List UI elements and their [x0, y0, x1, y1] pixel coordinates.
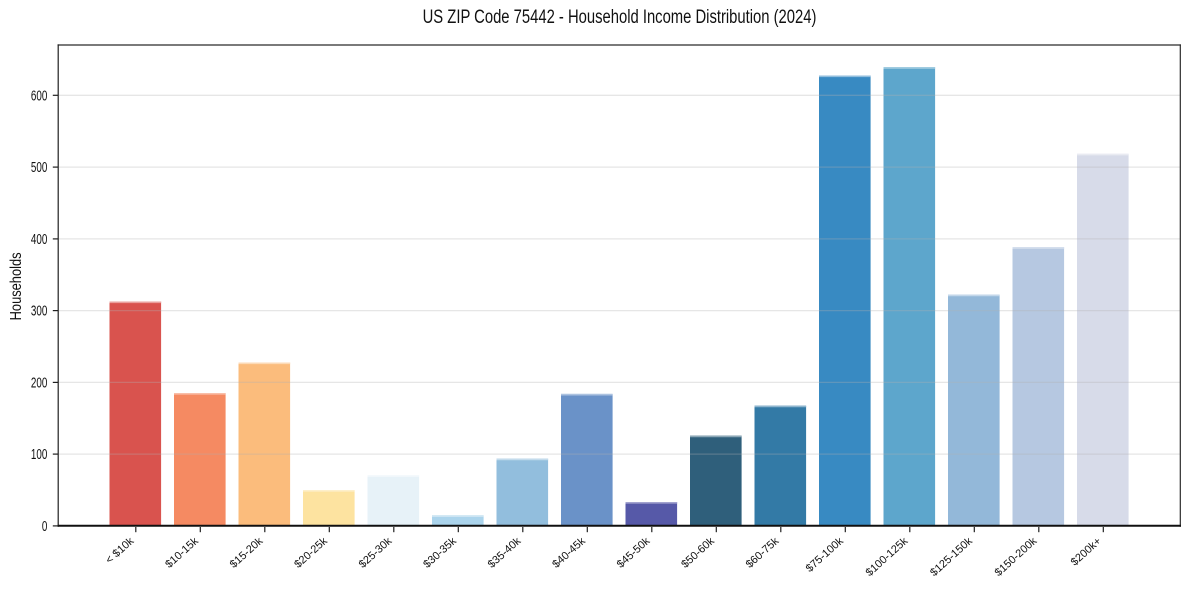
- svg-text:500: 500: [31, 159, 48, 175]
- svg-text:Households: Households: [8, 252, 25, 320]
- svg-text:600: 600: [31, 88, 48, 104]
- svg-text:0: 0: [42, 518, 48, 534]
- svg-text:100: 100: [31, 446, 48, 462]
- svg-text:200: 200: [31, 375, 48, 391]
- svg-text:300: 300: [31, 303, 48, 319]
- svg-text:US ZIP Code 75442 - Household: US ZIP Code 75442 - Household Income Dis…: [423, 6, 817, 27]
- svg-text:400: 400: [31, 231, 48, 247]
